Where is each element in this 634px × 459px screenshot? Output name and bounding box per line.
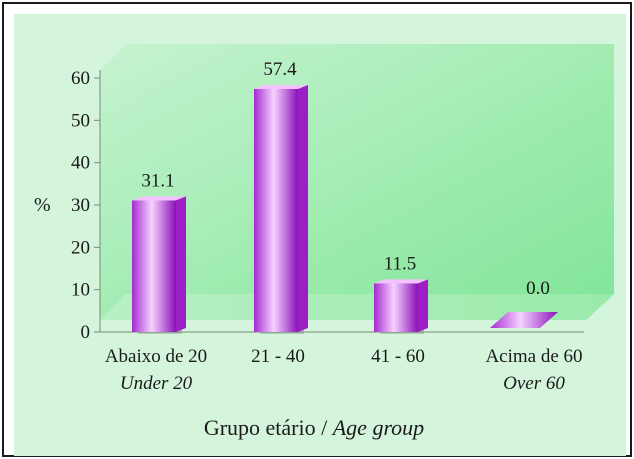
bar-side: [298, 85, 308, 332]
bar-front: [374, 283, 418, 332]
category-label: 21 - 40: [251, 346, 305, 367]
y-tick-label: 0: [81, 322, 91, 343]
bars: [132, 85, 558, 334]
data-label: 31.1: [141, 170, 174, 191]
y-tick-label: 60: [71, 68, 90, 89]
bar-side: [176, 196, 186, 332]
data-label: 11.5: [384, 253, 417, 274]
y-tick-label: 50: [71, 110, 90, 131]
bar: [490, 312, 558, 328]
bar-top: [132, 196, 186, 201]
data-label: 0.0: [526, 278, 550, 299]
y-tick-label: 40: [71, 153, 90, 174]
bar-top: [254, 85, 308, 90]
bar-front: [132, 200, 176, 332]
bar: [254, 85, 308, 334]
x-axis-title-separator: /: [316, 415, 333, 440]
category-sublabel: Under 20: [120, 373, 193, 394]
bar-flat: [490, 312, 558, 328]
x-axis-title-pt: Grupo etário: [204, 415, 316, 440]
bar-side: [418, 279, 428, 332]
bar: [132, 196, 186, 334]
data-labels: 31.1 57.4 11.5 0.0: [141, 59, 550, 299]
chart-panel: 0 10 20 30 40 50 60 31.1 57.4 11.5 0.0 Abaixo de …: [14, 14, 626, 456]
category-label: Acima de 60: [485, 346, 582, 367]
y-tick-label: 30: [71, 195, 90, 216]
y-tick-label: 10: [71, 280, 90, 301]
chart-floor: [100, 294, 614, 320]
bar-chart: 0 10 20 30 40 50 60 31.1 57.4 11.5 0.0 Abaixo de …: [34, 44, 614, 440]
x-axis-title-en: Age group: [331, 415, 424, 440]
x-axis-title: Grupo etário / Age group: [204, 415, 424, 440]
category-label: Abaixo de 20: [105, 346, 207, 367]
y-tick-label: 20: [71, 237, 90, 258]
bar-top: [374, 279, 428, 284]
data-label: 57.4: [263, 59, 297, 80]
y-axis-ticks: 0 10 20 30 40 50 60: [71, 68, 100, 343]
category-labels: Abaixo de 20 Under 20 21 - 40 41 - 60 Acima …: [105, 346, 583, 394]
category-sublabel: Over 60: [503, 373, 565, 394]
bar-front: [254, 89, 298, 332]
y-axis-label: %: [34, 194, 51, 216]
chart-back-wall: [100, 44, 614, 320]
category-label: 41 - 60: [371, 346, 425, 367]
bar: [374, 279, 428, 334]
